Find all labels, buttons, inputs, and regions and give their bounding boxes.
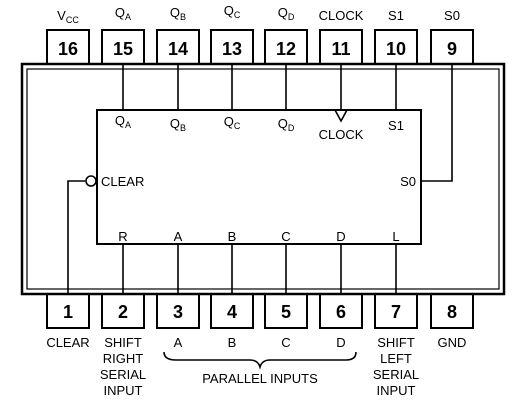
pin-label-vcc: VCC xyxy=(57,8,79,25)
pin-label-a: A xyxy=(174,335,183,350)
block-label-clear: CLEAR xyxy=(101,174,144,189)
pin-number-12: 12 xyxy=(276,39,296,59)
pin-label-c: C xyxy=(281,335,290,350)
pin-box-8 xyxy=(430,293,474,329)
pin-number-8: 8 xyxy=(447,302,457,322)
pin-number-13: 13 xyxy=(222,39,242,59)
pin-label-shift-left-1: SHIFT xyxy=(377,335,415,350)
block-label-a: A xyxy=(174,229,183,244)
pin-label-shift-left-3: SERIAL xyxy=(373,367,419,382)
clear-inversion-bubble xyxy=(85,175,97,187)
pin-label-gnd: GND xyxy=(438,335,467,350)
logic-block xyxy=(96,109,422,245)
clock-edge-marker xyxy=(334,109,348,123)
parallel-inputs-brace xyxy=(163,351,357,370)
pin-number-5: 5 xyxy=(281,302,291,322)
pin-label-shift-right-1: SHIFT xyxy=(104,335,142,350)
pin-label-shift-left-4: INPUT xyxy=(377,383,416,398)
block-label-b: B xyxy=(228,229,237,244)
block-label-qa: QA xyxy=(115,113,131,130)
block-label-r: R xyxy=(118,229,127,244)
parallel-inputs-label: PARALLEL INPUTS xyxy=(202,371,318,386)
block-label-qd: QD xyxy=(278,116,295,133)
pin-label-shift-right-2: RIGHT xyxy=(103,351,144,366)
pin-label-qb: QB xyxy=(170,5,186,22)
block-label-d: D xyxy=(336,229,345,244)
block-label-s0: S0 xyxy=(400,174,416,189)
pin-label-clock: CLOCK xyxy=(319,8,364,23)
pin-label-s0: S0 xyxy=(444,8,460,23)
block-label-clock: CLOCK xyxy=(319,127,364,142)
package-outline-inner xyxy=(26,68,500,290)
pin-number-6: 6 xyxy=(336,302,346,322)
pin-number-11: 11 xyxy=(331,39,350,59)
pin-label-qc: QC xyxy=(224,3,241,20)
pin-label-b: B xyxy=(228,335,237,350)
wire-clear xyxy=(67,180,85,294)
pin-label-shift-left-2: LEFT xyxy=(380,351,412,366)
block-label-qc: QC xyxy=(224,114,241,131)
pin-label-d: D xyxy=(336,335,345,350)
block-label-l: L xyxy=(392,229,399,244)
block-label-qb: QB xyxy=(170,116,186,133)
pin-label-s1: S1 xyxy=(388,8,404,23)
pin-label-qd: QD xyxy=(278,5,295,22)
pin-label-shift-right-4: INPUT xyxy=(104,383,143,398)
pin-box-16 xyxy=(46,29,90,65)
pin-label-clear: CLEAR xyxy=(46,335,89,350)
pin-number-16: 16 xyxy=(58,39,78,59)
pin-number-2: 2 xyxy=(118,302,128,322)
block-label-c: C xyxy=(281,229,290,244)
pin-number-10: 10 xyxy=(386,39,406,59)
pin-label-qa: QA xyxy=(115,5,131,22)
pin-number-4: 4 xyxy=(227,302,237,322)
pin-number-1: 1 xyxy=(63,302,73,322)
pin-number-3: 3 xyxy=(173,302,183,322)
pin-number-14: 14 xyxy=(168,39,188,59)
wire-s0 xyxy=(421,64,453,182)
pin-number-7: 7 xyxy=(391,302,401,322)
pin-number-15: 15 xyxy=(113,39,133,59)
block-label-s1: S1 xyxy=(388,118,404,133)
pin-number-9: 9 xyxy=(447,39,457,59)
package-outline-outer xyxy=(20,62,506,296)
pin-label-shift-right-3: SERIAL xyxy=(100,367,146,382)
